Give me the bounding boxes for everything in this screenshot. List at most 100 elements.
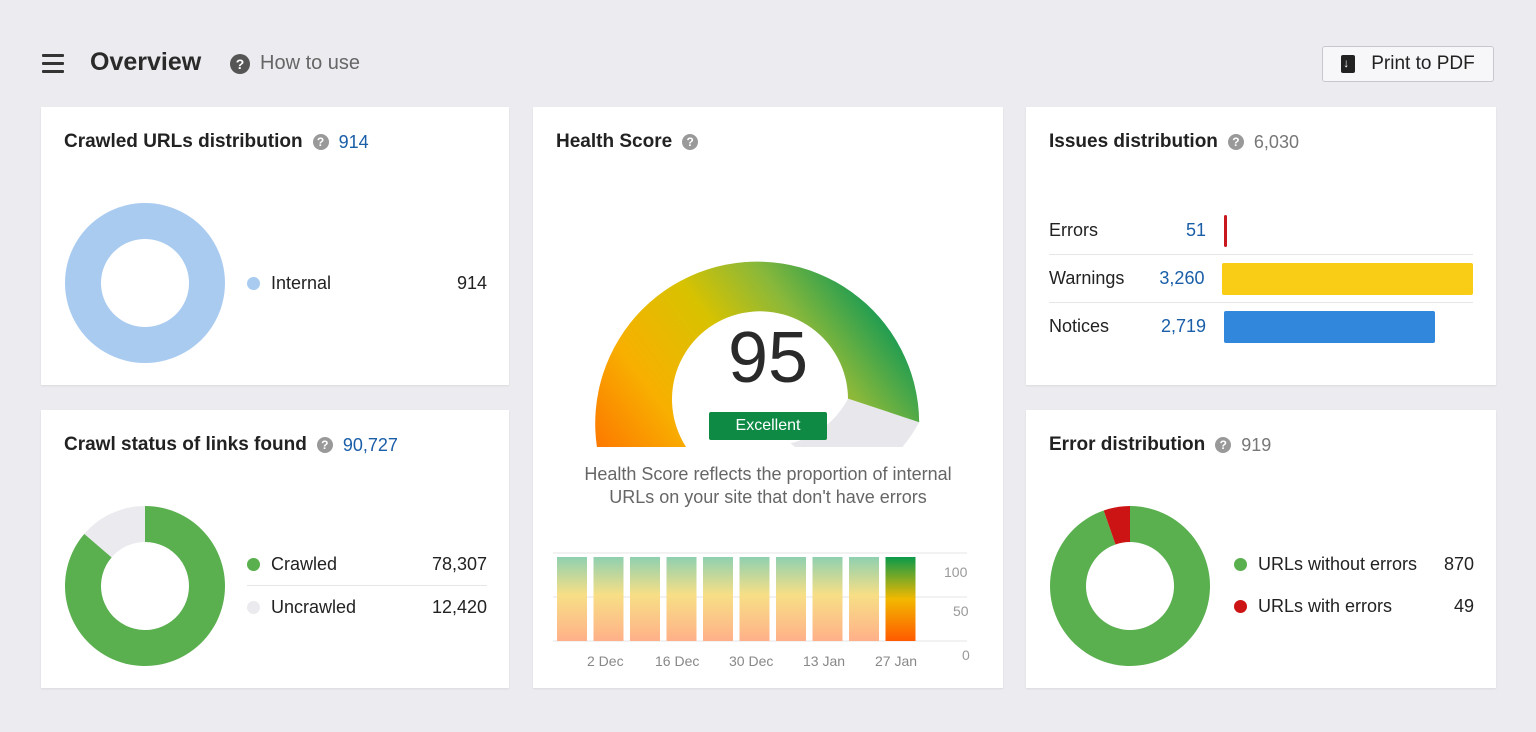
x-label: 30 Dec <box>729 653 774 669</box>
legend-dot-uncrawled <box>247 600 260 614</box>
top-bar: Overview ? How to use Print to PDF <box>0 0 1536 106</box>
print-to-pdf-label: Print to PDF <box>1371 53 1475 74</box>
how-to-use-link[interactable]: ? How to use <box>230 52 360 75</box>
legend-label: URLs without errors <box>1258 553 1418 574</box>
x-label: 27 Jan <box>875 653 918 669</box>
issue-label: Errors <box>1049 220 1098 240</box>
legend-dot-crawled <box>247 557 260 571</box>
history-bar[interactable] <box>739 557 770 641</box>
history-bar[interactable] <box>630 557 660 641</box>
health-score-value: 95 <box>727 318 809 398</box>
crawled-urls-donut <box>64 203 225 363</box>
health-score-card: Health Score ? 95 Excellent Health Score… <box>533 107 1003 688</box>
issues-title: Issues distribution ? 6,030 <box>1049 131 1299 153</box>
error-distribution-slice-1[interactable] <box>1103 506 1130 545</box>
question-circle-icon: ? <box>230 53 250 74</box>
health-score-title: Health Score ? <box>556 131 708 153</box>
issues-card: Issues distribution ? 6,030 Errors 51 Wa… <box>1026 107 1496 385</box>
legend-value: 12,420 <box>431 596 487 617</box>
history-bar[interactable] <box>885 557 916 641</box>
legend-value: 870 <box>1443 553 1474 574</box>
x-label: 2 Dec <box>587 653 624 669</box>
legend-row-crawled[interactable]: Crawled 78,307 <box>247 543 487 586</box>
pdf-download-icon <box>1341 55 1356 73</box>
issue-row-errors[interactable]: Errors 51 <box>1049 207 1473 255</box>
card-title-text: Crawl status of links found <box>64 434 307 455</box>
question-circle-icon[interactable]: ? <box>316 437 333 453</box>
legend-label: Uncrawled <box>271 596 357 617</box>
health-history-chart <box>553 552 967 642</box>
issue-bar-notices <box>1224 310 1435 343</box>
crawled-urls-card: Crawled URLs distribution ? 914 Internal… <box>41 107 509 385</box>
history-bar[interactable] <box>849 557 879 641</box>
history-bar[interactable] <box>557 557 587 641</box>
question-circle-icon[interactable]: ? <box>682 134 699 150</box>
card-title-text: Error distribution <box>1049 434 1206 455</box>
legend-dot-without-errors <box>1234 557 1247 571</box>
legend-label: Crawled <box>271 553 338 574</box>
card-title-text: Crawled URLs distribution <box>64 131 303 152</box>
print-to-pdf-button[interactable]: Print to PDF <box>1322 46 1494 82</box>
history-bar[interactable] <box>812 557 843 641</box>
legend-dot-internal <box>247 276 260 290</box>
legend-dot-with-errors <box>1234 599 1247 613</box>
question-circle-icon[interactable]: ? <box>312 134 329 150</box>
health-score-description: Health Score reflects the proportion of … <box>563 463 973 509</box>
legend-value: 914 <box>456 272 487 293</box>
page-title: Overview <box>90 48 202 76</box>
card-title-text: Health Score <box>556 131 673 152</box>
legend-row-with-errors[interactable]: URLs with errors 49 <box>1234 585 1474 627</box>
health-rating-badge: Excellent <box>709 412 827 440</box>
description-line: URLs on your site that don't have errors <box>609 487 927 507</box>
card-title-text: Issues distribution <box>1049 131 1218 152</box>
crawled-urls-slice-0[interactable] <box>64 203 225 363</box>
legend-value: 49 <box>1453 595 1474 616</box>
crawl-status-title: Crawl status of links found ? 90,727 <box>64 434 398 456</box>
x-label: 13 Jan <box>803 653 846 669</box>
error-distribution-card: Error distribution ? 919 URLs without er… <box>1026 410 1496 688</box>
y-label: 50 <box>953 603 969 619</box>
history-bar[interactable] <box>593 557 624 641</box>
legend-row-internal[interactable]: Internal 914 <box>247 262 487 304</box>
crawled-urls-legend: Internal 914 <box>247 262 487 304</box>
error-distribution-donut <box>1050 506 1210 666</box>
crawled-urls-title: Crawled URLs distribution ? 914 <box>64 131 369 153</box>
crawl-status-donut <box>64 506 225 666</box>
error-distribution-title: Error distribution ? 919 <box>1049 434 1271 456</box>
history-bar[interactable] <box>703 557 733 641</box>
error-distribution-slice-0[interactable] <box>1050 506 1210 666</box>
issues-list: Errors 51 Warnings 3,260 Notices 2,719 <box>1049 207 1473 350</box>
issues-total: 6,030 <box>1253 131 1299 152</box>
issue-row-warnings[interactable]: Warnings 3,260 <box>1049 255 1473 303</box>
crawl-status-legend: Crawled 78,307 Uncrawled 12,420 <box>247 543 487 628</box>
question-circle-icon[interactable]: ? <box>1227 134 1244 150</box>
issue-count[interactable]: 3,260 <box>1159 268 1205 288</box>
crawl-status-slice-1[interactable] <box>84 506 145 558</box>
x-label: 16 Dec <box>655 653 700 669</box>
crawl-status-total[interactable]: 90,727 <box>342 434 398 455</box>
description-line: Health Score reflects the proportion of … <box>584 464 952 484</box>
how-to-use-label: How to use <box>260 52 361 74</box>
history-bar[interactable] <box>666 557 697 641</box>
issue-label: Notices <box>1049 316 1110 336</box>
issue-count[interactable]: 51 <box>1185 220 1206 240</box>
legend-label: Internal <box>271 272 332 293</box>
error-distribution-total: 919 <box>1241 434 1272 455</box>
legend-label: URLs with errors <box>1258 595 1393 616</box>
issue-row-notices[interactable]: Notices 2,719 <box>1049 303 1473 350</box>
legend-row-without-errors[interactable]: URLs without errors 870 <box>1234 543 1474 585</box>
issue-bar-warnings <box>1222 262 1473 295</box>
issue-bar-errors <box>1224 214 1227 247</box>
error-distribution-legend: URLs without errors 870 URLs with errors… <box>1234 543 1474 627</box>
hamburger-icon[interactable] <box>42 54 64 74</box>
question-circle-icon[interactable]: ? <box>1215 437 1232 453</box>
y-label: 100 <box>944 564 968 580</box>
crawl-status-card: Crawl status of links found ? 90,727 Cra… <box>41 410 509 688</box>
legend-row-uncrawled[interactable]: Uncrawled 12,420 <box>247 586 487 628</box>
crawled-urls-total[interactable]: 914 <box>338 131 369 152</box>
history-bar[interactable] <box>776 557 806 641</box>
crawl-status-slice-0[interactable] <box>64 506 225 666</box>
legend-value: 78,307 <box>431 553 487 574</box>
issue-count[interactable]: 2,719 <box>1160 316 1206 336</box>
issue-label: Warnings <box>1049 268 1125 288</box>
